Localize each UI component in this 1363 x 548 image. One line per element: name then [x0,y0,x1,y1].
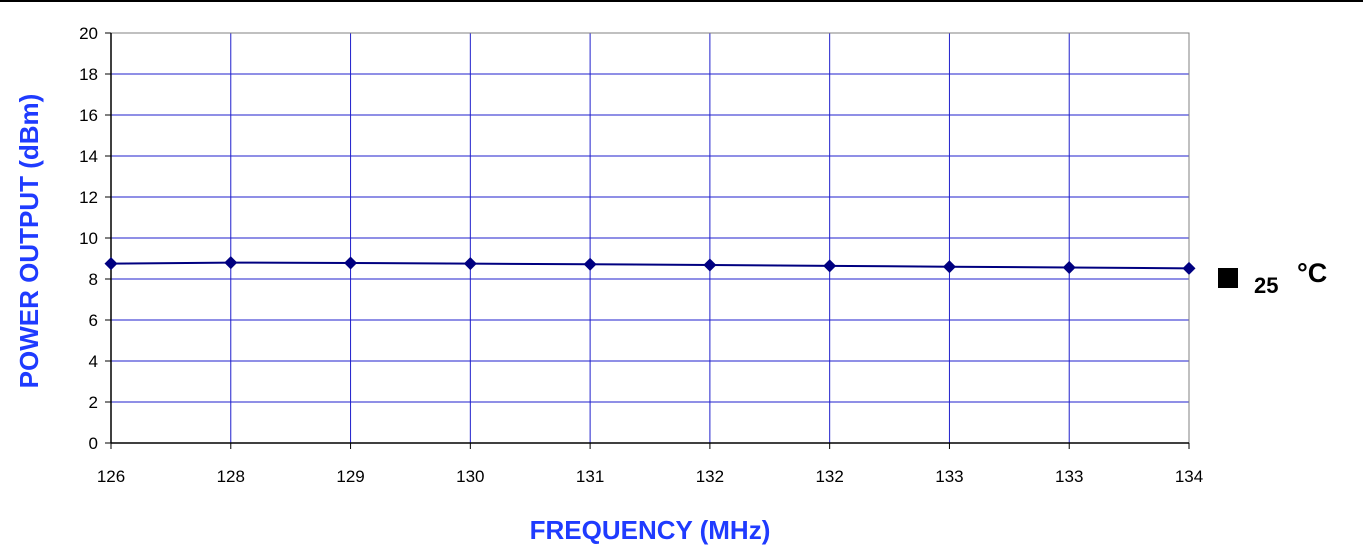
legend-series-name: 25 [1254,273,1278,298]
data-point-marker [942,260,956,274]
y-tick-label: 2 [89,393,98,412]
x-tick-label: 129 [336,467,364,486]
y-tick-label: 10 [79,229,98,248]
top-border-rule [0,0,1363,2]
y-tick-label: 0 [89,434,98,453]
data-point-marker [703,258,717,272]
y-axis-title: POWER OUTPUT (dBm) [14,94,44,389]
legend-series-unit: °C [1297,258,1327,288]
data-point-marker [104,257,118,271]
x-tick-label: 133 [1055,467,1083,486]
data-point-marker [823,259,837,273]
y-tick-label: 12 [79,188,98,207]
data-point-marker [1062,261,1076,275]
x-tick-label: 132 [815,467,843,486]
data-point-marker [583,257,597,271]
y-tick-label: 4 [89,352,98,371]
y-tick-label: 8 [89,270,98,289]
x-tick-label: 134 [1175,467,1203,486]
x-tick-label: 133 [935,467,963,486]
x-tick-label: 126 [97,467,125,486]
x-axis-ticks: 126 128 129 130 131 132 132 133 133 134 [97,442,1203,486]
data-point-marker [224,256,238,270]
x-tick-label: 131 [576,467,604,486]
y-tick-label: 6 [89,311,98,330]
y-tick-label: 16 [79,106,98,125]
series-markers [104,256,1196,275]
x-tick-label: 128 [217,467,245,486]
y-tick-label: 14 [79,147,98,166]
x-axis-title: FREQUENCY (MHz) [530,515,771,545]
series-line-25c [110,261,1190,270]
data-point-marker [463,257,477,271]
legend: 25 °C [1218,258,1327,298]
data-point-marker [1182,261,1196,275]
y-tick-label: 18 [79,65,98,84]
grid-lines [111,32,1190,443]
data-point-marker [344,256,358,270]
y-tick-label: 20 [79,24,98,43]
legend-marker [1218,268,1238,288]
x-tick-label: 130 [456,467,484,486]
x-tick-label: 132 [696,467,724,486]
y-axis-ticks: 0 2 4 6 8 10 12 14 16 18 20 [79,24,112,453]
